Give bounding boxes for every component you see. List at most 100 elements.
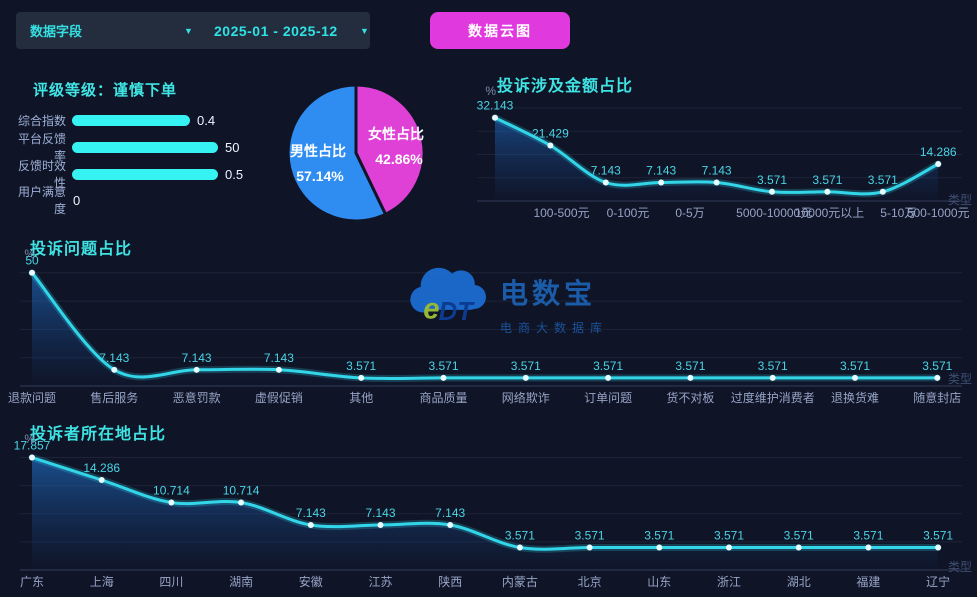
x-axis-label: 安徽 — [299, 574, 323, 589]
data-point — [852, 374, 858, 381]
metric-label: 反馈时效性 — [17, 159, 66, 190]
x-axis-label: 售后服务 — [90, 390, 138, 405]
logo-e: e — [423, 294, 439, 326]
x-axis-label: 辽宁 — [926, 574, 950, 589]
value-label: 3.571 — [505, 529, 535, 543]
data-point — [377, 521, 384, 528]
metric-value: 0.5 — [225, 166, 244, 182]
x-axis-label: 过度维护消费者 — [731, 390, 815, 405]
watermark: e DT 电数宝 电商大数据库 — [406, 258, 616, 350]
value-label: 3.571 — [757, 173, 787, 187]
metric-label: 综合指数 — [17, 113, 66, 128]
x-axis-label: 福建 — [856, 574, 880, 589]
amount-chart-title: 投诉涉及金额占比 — [497, 78, 634, 95]
value-label: 3.571 — [758, 359, 788, 373]
region-chart-title: 投诉者所在地占比 — [30, 426, 167, 443]
value-label: 3.571 — [868, 173, 898, 187]
value-label: 3.571 — [923, 529, 953, 543]
value-label: 3.571 — [575, 529, 605, 543]
x-axis-label: 退款问题 — [8, 391, 56, 405]
x-axis-label: 订单问题 — [584, 391, 632, 405]
data-point — [275, 366, 282, 373]
x-axis-label: 退换货难 — [831, 390, 879, 405]
value-label: 7.143 — [182, 351, 212, 365]
x-axis-label: 100-500元 — [533, 206, 589, 220]
data-point — [602, 179, 609, 186]
value-label: 7.143 — [264, 351, 294, 365]
metric-value: 0 — [73, 192, 81, 208]
value-label: 10.714 — [153, 484, 190, 498]
x-axis-name-label: 类型 — [948, 372, 972, 386]
x-axis-label: 湖北 — [787, 574, 811, 589]
data-point — [934, 374, 941, 381]
pie-slice — [354, 83, 426, 216]
data-point — [824, 188, 831, 195]
chevron-down-icon[interactable]: ▼ — [360, 26, 369, 36]
value-label: 7.143 — [591, 163, 621, 177]
data-point — [658, 179, 665, 186]
x-axis-label: 0-100元 — [607, 206, 650, 220]
x-axis-label: 5-10万 — [880, 206, 916, 220]
data-point — [935, 160, 942, 167]
value-label: 3.571 — [428, 359, 458, 373]
field-select[interactable]: 数据字段 — [30, 24, 83, 39]
data-point — [29, 269, 35, 276]
x-axis-label: 虚假促销 — [255, 391, 303, 405]
metric-row: 综合指数 0.4 — [8, 112, 215, 128]
data-point — [586, 544, 593, 551]
date-range-select[interactable]: 2025-01 - 2025-12 — [214, 22, 338, 39]
data-cloud-button[interactable]: 数据云图 — [430, 12, 570, 49]
x-axis-label: 0-5万 — [675, 206, 704, 220]
issue-chart-title: 投诉问题占比 — [30, 241, 133, 258]
value-label: 3.571 — [714, 529, 744, 543]
data-point — [865, 544, 872, 551]
pie-male-value: 57.14% — [296, 168, 344, 184]
value-label: 14.286 — [920, 145, 957, 159]
x-axis-label: 四川 — [159, 575, 183, 589]
data-point — [168, 499, 175, 506]
data-point — [238, 499, 245, 506]
x-axis-label: 恶意罚款 — [173, 390, 221, 405]
data-point — [713, 179, 720, 186]
chevron-down-icon[interactable]: ▼ — [184, 26, 193, 36]
x-axis-label: 10000元以上 — [795, 206, 864, 220]
data-point — [769, 188, 775, 195]
metric-value: 0.4 — [197, 112, 216, 128]
data-point — [879, 188, 886, 195]
x-axis-label: 商品质量 — [419, 390, 467, 405]
x-axis-label: 广东 — [20, 575, 44, 589]
area-fill — [32, 457, 939, 570]
data-point — [935, 544, 942, 551]
cloud-logo-icon: e DT — [410, 267, 486, 326]
value-label: 3.571 — [346, 359, 376, 373]
data-point — [98, 476, 105, 483]
x-axis-label: 浙江 — [717, 575, 741, 589]
metric-bar — [72, 168, 218, 180]
data-point — [111, 366, 118, 373]
value-label: 7.143 — [99, 351, 129, 365]
area-fill — [495, 117, 939, 201]
value-label: 7.143 — [435, 506, 465, 520]
data-point — [726, 544, 732, 551]
metric-bar — [72, 114, 190, 126]
filter-bar: 数据字段 ▼ 2025-01 - 2025-12 ▼ — [16, 12, 370, 49]
value-label: 14.286 — [83, 461, 120, 475]
metric-value: 50 — [225, 139, 240, 155]
value-label: 7.143 — [702, 163, 732, 177]
x-axis-label: 北京 — [578, 575, 602, 589]
pie-female-value: 42.86% — [375, 151, 423, 167]
pie-male-label: 男性占比 — [290, 143, 346, 159]
x-axis-label: 其他 — [349, 391, 373, 405]
x-axis-name-label: 类型 — [948, 193, 972, 207]
x-axis-label: 湖南 — [229, 574, 253, 589]
data-line — [30, 456, 940, 551]
data-point — [358, 374, 365, 381]
x-axis-label: 随意封店 — [913, 390, 961, 405]
logo-dt: DT — [439, 298, 476, 326]
metric-label: 用户满意度 — [17, 185, 66, 216]
x-axis-label: 500-1000元 — [907, 206, 970, 220]
watermark-title: 电数宝 — [500, 278, 597, 309]
data-point — [447, 521, 454, 528]
value-label: 3.571 — [922, 359, 952, 373]
